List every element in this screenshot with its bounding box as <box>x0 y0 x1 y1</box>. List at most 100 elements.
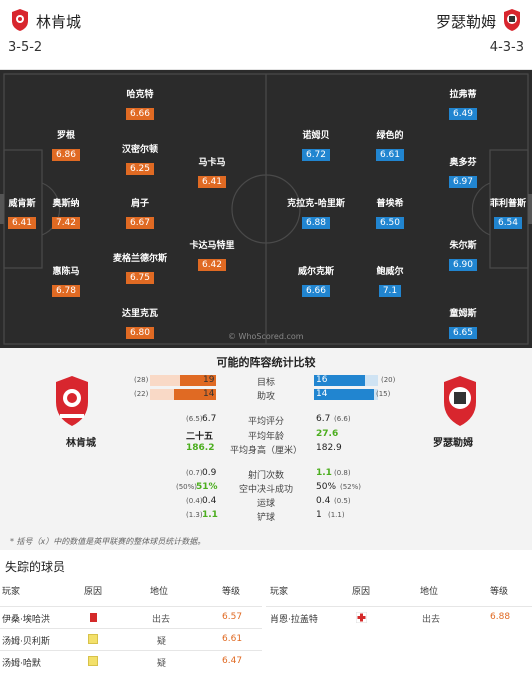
home-value: 14 <box>203 389 215 399</box>
lineup-comparison: 可能的阵容统计比较 林肯城 罗瑟勒姆 (28) 19 目标 16 (20) (2… <box>0 348 532 550</box>
away-value: 6.7 <box>316 414 331 424</box>
missing-row-away[interactable]: 肖恩·拉盖特 出去 6.88 <box>266 606 532 628</box>
player-name[interactable]: 汤姆·贝利斯 <box>2 637 50 647</box>
stat-label: 目标 <box>256 378 275 388</box>
header-reason: 原因 <box>352 587 371 597</box>
player-rating: 7.42 <box>51 217 81 229</box>
stat-row-assists: (22) 14 助攻 14 (15) <box>0 389 532 402</box>
away-season-value: (52%) <box>340 483 362 491</box>
player-rating: 6.88 <box>490 612 511 622</box>
player-rating: 7.1 <box>378 285 402 297</box>
player-name: 威尔克斯 <box>297 267 334 277</box>
header-rating: 等级 <box>490 587 509 597</box>
home-team-name[interactable]: 林肯城 <box>36 13 82 31</box>
player-name: 菲利普斯 <box>489 199 526 209</box>
player-status: 疑 <box>157 637 167 647</box>
home-bar <box>174 389 216 400</box>
away-player-fw-4[interactable]: 威尔克斯 6.66 <box>276 266 356 297</box>
stat-row-aerials: (50%) 51% 空中决斗成功 50% (52%) <box>0 482 532 495</box>
away-player-fw-2[interactable]: 诺姆贝 6.72 <box>276 130 356 161</box>
away-player-gk[interactable]: 菲利普斯 6.54 <box>468 198 532 229</box>
away-value: 0.4 <box>316 496 331 506</box>
player-name: 奥多芬 <box>449 158 477 168</box>
away-player-fw-3[interactable]: 克拉克-哈里斯 6.88 <box>276 198 356 229</box>
stat-label: 铲球 <box>256 513 275 523</box>
home-season-value: (0.7) <box>186 469 203 477</box>
home-player-fw-1[interactable]: 马卡马 6.41 <box>172 157 252 188</box>
stat-row-avg-rating: (6.5) 6.7 平均评分 6.7 (6.6) <box>0 414 532 427</box>
home-player-mid-5[interactable]: 达里克瓦 6.80 <box>100 308 180 339</box>
away-player-mid-1[interactable]: 绿色的 6.61 <box>350 130 430 161</box>
away-player-def-2[interactable]: 朱尔斯 6.90 <box>423 240 503 271</box>
stat-label: 平均年龄 <box>247 432 284 442</box>
away-player-def-3[interactable]: 童姆斯 6.65 <box>423 308 503 339</box>
player-name: 哈克特 <box>126 90 154 100</box>
stat-label: 射门次数 <box>247 471 284 481</box>
home-player-mid-2[interactable]: 汉密尔顿 6.25 <box>100 144 180 175</box>
away-season-value: (1.1) <box>328 511 345 519</box>
header-player: 玩家 <box>2 587 21 597</box>
missing-row-home[interactable]: 汤姆·贝利斯 疑 6.61 <box>0 628 262 650</box>
player-name: 卡达马特里 <box>189 241 235 251</box>
home-player-fw-2[interactable]: 卡达马特里 6.42 <box>172 240 252 271</box>
home-bar <box>180 375 216 386</box>
missing-row-home[interactable]: 汤姆·哈默 疑 6.47 <box>0 650 262 672</box>
home-player-gk[interactable]: 威肯斯 6.41 <box>0 198 62 229</box>
player-name: 普埃希 <box>376 199 404 209</box>
player-name: 诺姆贝 <box>302 131 330 141</box>
away-season-value: (20) <box>381 376 396 384</box>
player-rating: 6.66 <box>301 285 331 297</box>
home-player-def-center[interactable]: 奥斯纳 7.42 <box>26 198 106 229</box>
away-player-mid-3[interactable]: 鲍威尔 7.1 <box>350 266 430 297</box>
home-player-def-right[interactable]: 惠陈马 6.78 <box>26 266 106 297</box>
comparison-footnote: * 括号（x）中的数值是英甲联赛的整体球员统计数据。 <box>10 537 206 546</box>
whoscored-watermark: © WhoScored.com <box>228 332 304 341</box>
home-value: 51% <box>196 482 218 492</box>
missing-row-home[interactable]: 伊桑·埃哈洪 出去 6.57 <box>0 606 262 628</box>
pitch-lines <box>0 73 532 345</box>
away-player-def-1[interactable]: 奥多芬 6.97 <box>423 157 503 188</box>
player-rating: 6.41 <box>7 217 37 229</box>
home-season-value: (50%) <box>176 483 198 491</box>
stat-label: 平均评分 <box>247 417 284 427</box>
player-name: 肩子 <box>130 199 149 209</box>
home-formation: 3-5-2 <box>8 40 43 55</box>
player-name: 麦格兰德尔斯 <box>112 254 167 264</box>
home-season-value: (0.4) <box>186 497 203 505</box>
player-name: 绿色的 <box>376 131 404 141</box>
away-player-mid-2[interactable]: 普埃希 6.50 <box>350 198 430 229</box>
away-player-fw-1[interactable]: 拉弗蒂 6.49 <box>423 89 503 120</box>
player-rating: 6.41 <box>197 176 227 188</box>
header-reason: 原因 <box>84 587 103 597</box>
missing-players-title: 失踪的球员 <box>5 560 66 574</box>
away-season-value: (0.8) <box>334 469 351 477</box>
home-player-mid-1[interactable]: 哈克特 6.66 <box>100 89 180 120</box>
home-season-value: (28) <box>134 376 149 384</box>
player-rating: 6.49 <box>448 108 478 120</box>
home-value: 186.2 <box>186 443 215 453</box>
header-status: 地位 <box>420 587 439 597</box>
player-name: 奥斯纳 <box>52 199 80 209</box>
injury-cross-icon <box>356 612 367 623</box>
player-name: 朱尔斯 <box>449 241 477 251</box>
player-name[interactable]: 肖恩·拉盖特 <box>270 615 318 625</box>
home-value: 6.7 <box>202 414 217 424</box>
player-name[interactable]: 汤姆·哈默 <box>2 659 41 669</box>
home-player-mid-3[interactable]: 肩子 6.67 <box>100 198 180 229</box>
home-player-def-left[interactable]: 罗根 6.86 <box>26 130 106 161</box>
player-rating: 6.42 <box>197 259 227 271</box>
player-name[interactable]: 伊桑·埃哈洪 <box>2 615 50 625</box>
comparison-title: 可能的阵容统计比较 <box>216 356 316 369</box>
player-rating: 6.61 <box>375 149 405 161</box>
player-rating: 6.47 <box>222 656 243 666</box>
away-value: 1.1 <box>316 468 332 478</box>
away-season-value: (6.6) <box>334 415 351 423</box>
player-name: 威肯斯 <box>8 199 36 209</box>
home-season-value: (6.5) <box>186 415 203 423</box>
away-team-name[interactable]: 罗瑟勒姆 <box>435 13 496 31</box>
player-name: 达里克瓦 <box>121 309 158 319</box>
player-rating: 6.86 <box>51 149 81 161</box>
home-player-mid-4[interactable]: 麦格兰德尔斯 6.75 <box>100 253 180 284</box>
player-name: 马卡马 <box>198 158 226 168</box>
player-rating: 6.54 <box>493 217 523 229</box>
